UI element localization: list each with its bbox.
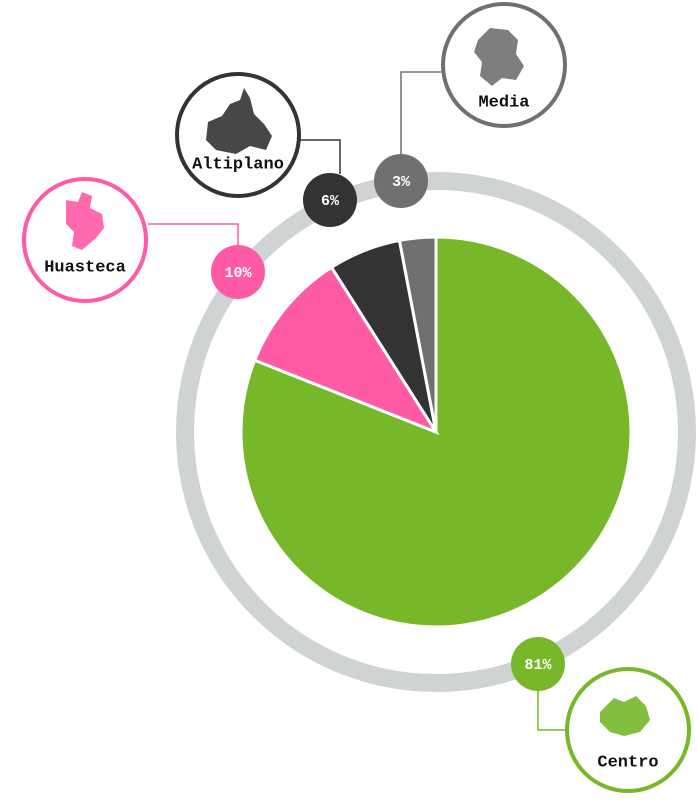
- region-icon: [600, 696, 650, 736]
- connector: [148, 223, 239, 245]
- value-badge: [211, 245, 265, 299]
- connector: [298, 139, 341, 174]
- slice: [397, 235, 438, 433]
- value-label: 3%: [392, 174, 411, 191]
- region-icon: [474, 28, 524, 86]
- connector: [400, 71, 441, 155]
- region-icon: [206, 88, 272, 154]
- value-badge: [511, 637, 565, 691]
- outer-ring: [176, 172, 696, 692]
- value-label: 6%: [321, 193, 340, 210]
- value-label: 10%: [224, 265, 252, 282]
- labels: Centro 81% Huasteca 10% Altiplano 6% Media 3%: [22, 2, 691, 793]
- slice: [252, 265, 440, 436]
- value-badge: [303, 173, 357, 227]
- connector: [537, 690, 568, 731]
- region-name: Huasteca: [44, 258, 126, 277]
- pie: [239, 235, 633, 629]
- region-name: Media: [478, 93, 529, 112]
- value-label: 81%: [524, 657, 552, 674]
- region-icon: [66, 192, 104, 250]
- region-name: Centro: [597, 753, 658, 772]
- value-badge: [374, 154, 428, 208]
- region-name: Altiplano: [192, 155, 284, 174]
